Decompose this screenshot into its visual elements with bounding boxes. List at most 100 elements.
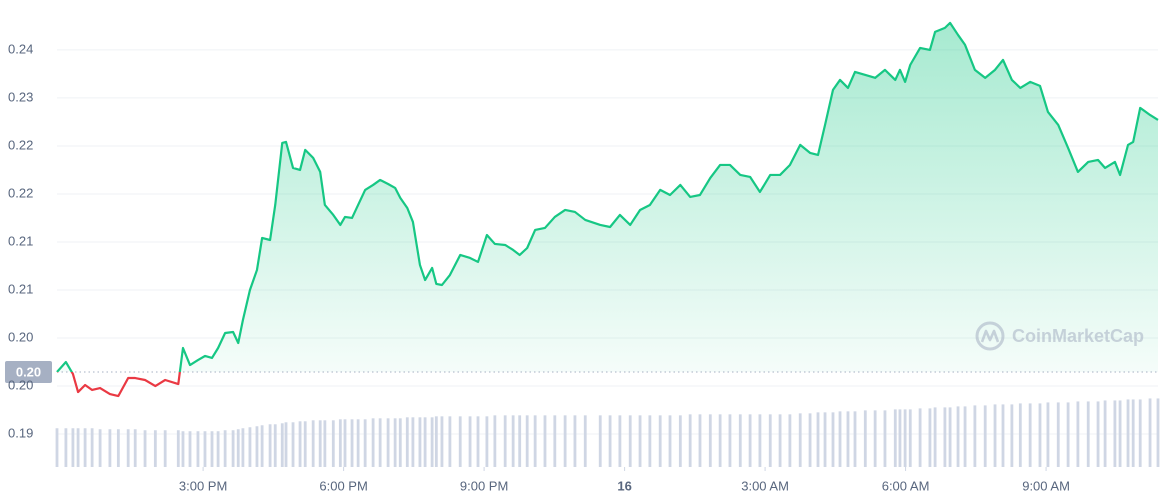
volume-bar [181,431,185,467]
volume-bar [76,428,80,467]
volume-bar [153,430,157,467]
y-tick-label: 0.21 [8,281,33,296]
watermark: CoinMarketCap [975,321,1144,351]
volume-bar [108,429,112,467]
volume-bar [983,405,987,467]
volume-bar [126,429,130,467]
volume-bar [231,430,235,467]
volume-bar [434,416,438,467]
volume-bar [778,414,782,467]
volume-bar [963,406,967,467]
volume-bar [598,415,602,467]
y-tick-label: 0.24 [8,41,33,56]
volume-bar [518,415,522,467]
volume-bar [116,429,120,467]
volume-bar [728,414,732,467]
volume-bar [398,418,402,467]
volume-bar [628,415,632,467]
area [57,22,1158,372]
volume-bar [485,416,489,467]
volume-bar [838,411,842,467]
volume-bar [863,410,867,467]
axes: 0.240.230.220.220.210.210.200.200.193:00… [8,41,1070,493]
price-area [57,22,1158,372]
volume-bar [405,417,409,467]
volume-bar [883,410,887,467]
volume-bar [223,430,227,467]
volume-bar [378,418,382,467]
volume-bar [928,408,932,467]
volume-bar [1018,403,1022,467]
volume-bar [1131,399,1135,467]
volume-bar [678,415,682,467]
volume-bar [503,415,507,467]
volume-bar [241,428,245,467]
volume-bar [90,428,94,467]
volume-bar [1118,400,1122,467]
volume-bar [533,415,537,467]
volume-bar [393,418,397,467]
x-tick-label: 3:00 AM [741,478,789,493]
volume-bar [338,419,342,467]
volume-bar [268,424,272,467]
volume-bar [1038,403,1042,467]
volume-bar [430,417,434,467]
volume-bar [933,407,937,467]
volume-bar [573,415,577,467]
volume-bars [55,398,1160,467]
volume-bar [493,415,497,467]
volume-bar [638,415,642,467]
volume-bar [873,410,877,467]
volume-bar [668,415,672,467]
volume-bar [846,411,850,467]
volume-bar [511,415,515,467]
reference-label-box [5,360,52,383]
y-tick-label: 0.20 [8,377,33,392]
volume-bar [291,422,295,467]
volume-bar [758,414,762,467]
volume-bar [371,418,375,467]
volume-bar [1001,404,1005,467]
volume-bar [553,415,557,467]
watermark-logo-mark [980,329,1000,343]
volume-bar [203,431,207,467]
volume-bar [1046,402,1050,467]
volume-bar [1113,400,1117,467]
y-tick-label: 0.20 [8,329,33,344]
volume-bar [808,413,812,467]
volume-bar [323,420,327,467]
volume-bar [658,415,662,467]
volume-bar [386,418,390,467]
volume-bar [196,431,200,467]
volume-bar [903,409,907,467]
volume-bar [525,415,529,467]
volume-bar [908,409,912,467]
volume-bar [816,412,820,467]
volume-bar [798,413,802,467]
volume-bar [260,425,264,467]
volume-bar [768,414,772,467]
y-tick-label: 0.22 [8,185,33,200]
reference: 0.20 [5,360,1158,383]
volume-bar [363,419,367,467]
x-tick-label: 6:00 AM [882,478,930,493]
volume-bar [143,430,147,467]
volume-bar [448,416,452,467]
watermark-text: CoinMarketCap [1012,326,1144,346]
volume-bar [311,420,315,467]
volume-bar [411,417,415,467]
volume-bar [738,414,742,467]
volume-bar [1076,401,1080,467]
volume-bar [956,406,960,467]
x-tick-label: 9:00 PM [460,478,508,493]
volume-bar [563,415,567,467]
volume-bar [1138,399,1142,467]
volume-bar [55,428,59,467]
volume-bar [918,408,922,467]
x-tick-label: 9:00 AM [1022,478,1070,493]
y-tick-label: 0.23 [8,89,33,104]
volume-bar [284,422,288,467]
volume-bar [343,419,347,467]
volume-bar [318,420,322,467]
price-line-up [56,21,1159,372]
